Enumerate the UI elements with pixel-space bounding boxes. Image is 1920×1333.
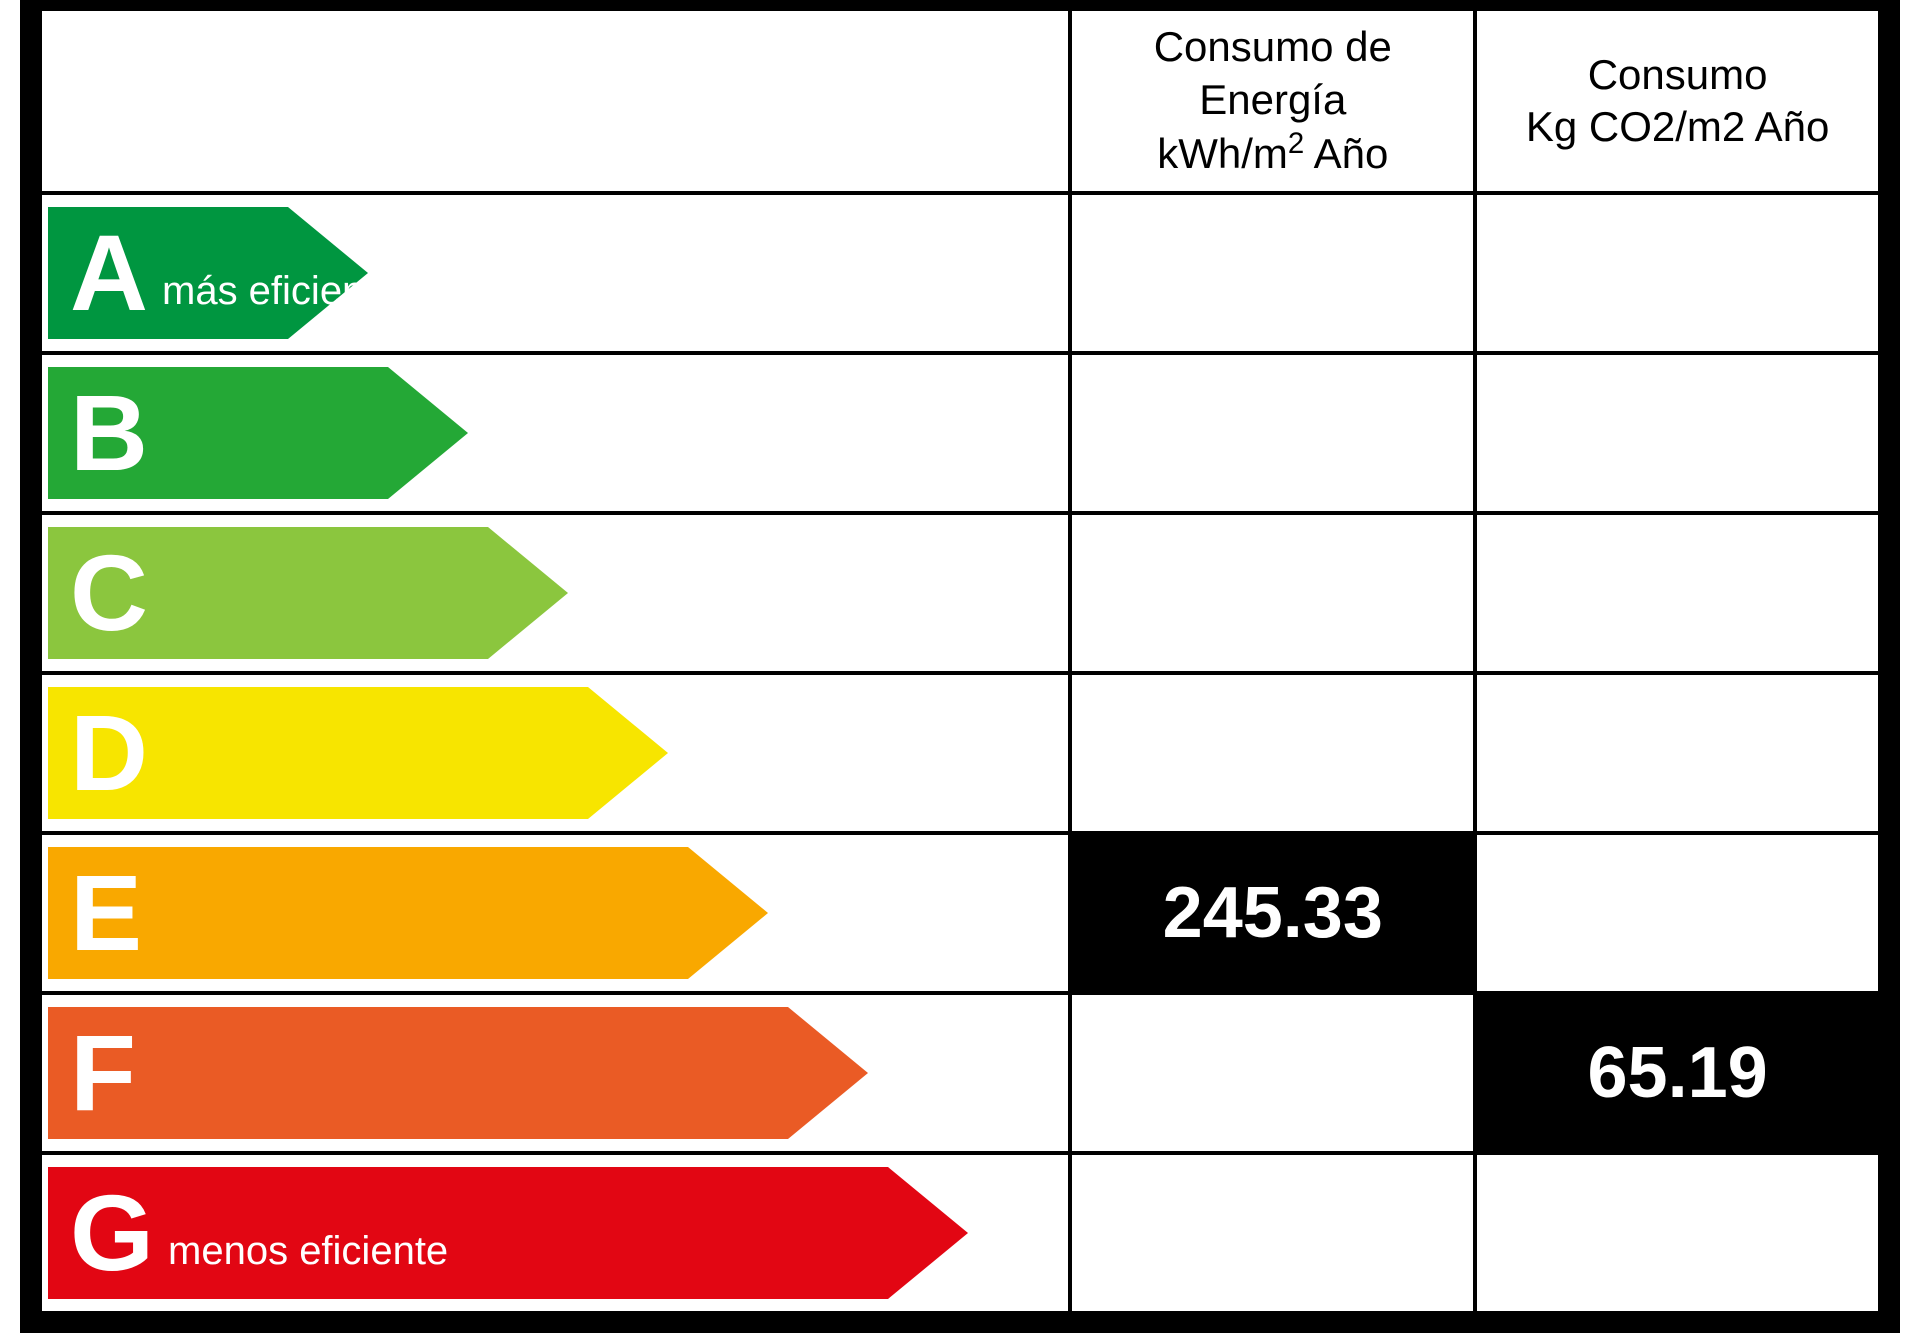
grade-arrow-cell: B	[40, 353, 1070, 513]
header-energy: Consumo de Energía kWh/m2 Año	[1070, 9, 1475, 193]
header-energy-line2-prefix: kWh/m	[1157, 130, 1288, 177]
grade-letter: G	[70, 1167, 154, 1299]
energy-value-cell	[1070, 513, 1475, 673]
co2-value-cell	[1475, 193, 1880, 353]
energy-value-cell	[1070, 673, 1475, 833]
grade-subtitle: más eficiente	[162, 269, 398, 314]
header-co2-line1: Consumo	[1588, 51, 1768, 98]
grade-arrow-cell: D	[40, 673, 1070, 833]
grade-letter: A	[70, 207, 148, 339]
arrow-head-icon	[788, 1007, 868, 1139]
grade-subtitle: menos eficiente	[168, 1229, 448, 1274]
header-row: Consumo de Energía kWh/m2 Año Consumo Kg…	[40, 9, 1880, 193]
header-energy-sup: 2	[1288, 127, 1304, 160]
energy-value-cell	[1070, 193, 1475, 353]
co2-value-cell: 65.19	[1475, 993, 1880, 1153]
energy-rating-chart: Consumo de Energía kWh/m2 Año Consumo Kg…	[20, 0, 1900, 1333]
header-co2-line2: Kg CO2/m2 Año	[1526, 103, 1830, 150]
grade-row: F 65.19	[40, 993, 1880, 1153]
grade-arrow-cell: E	[40, 833, 1070, 993]
header-blank	[40, 9, 1070, 193]
arrow-head-icon	[588, 687, 668, 819]
rating-arrow: E	[48, 847, 768, 979]
header-energy-line2-suffix: Año	[1304, 130, 1388, 177]
co2-value-cell	[1475, 513, 1880, 673]
grade-row: D	[40, 673, 1880, 833]
energy-value-cell	[1070, 1153, 1475, 1313]
energy-value: 245.33	[1072, 835, 1473, 991]
grade-letter: D	[70, 687, 148, 819]
rating-arrow: Gmenos eficiente	[48, 1167, 968, 1299]
grade-arrow-cell: Gmenos eficiente	[40, 1153, 1070, 1313]
grade-letter: E	[70, 847, 142, 979]
rating-arrow: D	[48, 687, 668, 819]
co2-value: 65.19	[1477, 995, 1878, 1151]
grade-letter: F	[70, 1007, 136, 1139]
rating-arrow: B	[48, 367, 468, 499]
grade-row: Gmenos eficiente	[40, 1153, 1880, 1313]
grade-row: Amás eficiente	[40, 193, 1880, 353]
energy-value-cell	[1070, 993, 1475, 1153]
grade-arrow-cell: F	[40, 993, 1070, 1153]
arrow-head-icon	[388, 367, 468, 499]
energy-value-cell: 245.33	[1070, 833, 1475, 993]
arrow-head-icon	[888, 1167, 968, 1299]
arrow-head-icon	[688, 847, 768, 979]
co2-value-cell	[1475, 1153, 1880, 1313]
grade-letter: B	[70, 367, 148, 499]
grade-arrow-cell: Amás eficiente	[40, 193, 1070, 353]
co2-value-cell	[1475, 353, 1880, 513]
grade-row: C	[40, 513, 1880, 673]
arrow-head-icon	[488, 527, 568, 659]
co2-value-cell	[1475, 833, 1880, 993]
rating-arrow: F	[48, 1007, 868, 1139]
co2-value-cell	[1475, 673, 1880, 833]
rating-arrow: C	[48, 527, 568, 659]
grade-row: E 245.33	[40, 833, 1880, 993]
grade-arrow-cell: C	[40, 513, 1070, 673]
header-energy-line1: Consumo de Energía	[1154, 23, 1392, 123]
energy-value-cell	[1070, 353, 1475, 513]
energy-rating-table: Consumo de Energía kWh/m2 Año Consumo Kg…	[38, 7, 1882, 1315]
header-co2: Consumo Kg CO2/m2 Año	[1475, 9, 1880, 193]
rating-arrow: Amás eficiente	[48, 207, 368, 339]
grade-letter: C	[70, 527, 148, 659]
grade-row: B	[40, 353, 1880, 513]
